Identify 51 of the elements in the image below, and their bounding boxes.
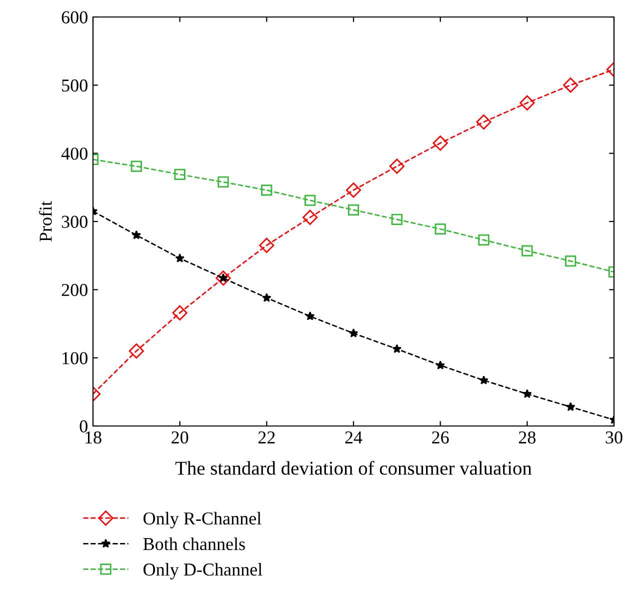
x-tick-label: 30 bbox=[606, 431, 622, 444]
y-tick-label: 0 bbox=[80, 420, 88, 432]
legend-label: Only D-Channel bbox=[144, 562, 262, 580]
y-tick-label: 100 bbox=[62, 352, 88, 364]
x-tick-label: 24 bbox=[345, 431, 362, 444]
y-tick-label: 200 bbox=[62, 284, 88, 296]
point bbox=[522, 245, 533, 256]
point bbox=[565, 255, 576, 267]
point bbox=[172, 305, 188, 320]
point bbox=[348, 328, 358, 338]
point bbox=[259, 238, 274, 253]
point bbox=[389, 158, 404, 174]
y-axis-title: Profit bbox=[38, 201, 52, 242]
point bbox=[478, 234, 490, 246]
point bbox=[392, 344, 402, 354]
point bbox=[304, 194, 316, 206]
y-tick-label: 500 bbox=[62, 79, 88, 92]
legend-label: Only R-Channel bbox=[144, 512, 262, 528]
y-tick-label: 400 bbox=[61, 148, 88, 160]
point bbox=[436, 360, 445, 370]
point bbox=[348, 204, 360, 216]
point bbox=[520, 95, 535, 110]
point bbox=[305, 311, 315, 320]
point bbox=[128, 343, 144, 359]
point bbox=[262, 292, 272, 302]
x-tick-label: 18 bbox=[86, 431, 102, 444]
point bbox=[391, 214, 402, 226]
point bbox=[216, 270, 231, 286]
point bbox=[479, 375, 488, 384]
point bbox=[346, 182, 362, 198]
point bbox=[522, 389, 532, 398]
point bbox=[434, 223, 446, 235]
legend-label: Both channels bbox=[143, 537, 245, 550]
point bbox=[302, 210, 318, 225]
y-tick-label: 300 bbox=[62, 216, 88, 228]
point bbox=[261, 184, 272, 196]
point bbox=[218, 176, 229, 188]
x-tick-label: 20 bbox=[172, 431, 188, 444]
point bbox=[566, 402, 576, 411]
x-tick-label: 26 bbox=[432, 431, 449, 444]
point bbox=[476, 114, 492, 130]
point bbox=[130, 160, 142, 172]
point bbox=[175, 253, 184, 262]
y-tick-label: 600 bbox=[62, 11, 88, 24]
x-tick-label: 22 bbox=[258, 431, 275, 444]
x-axis-title: The standard deviation of consumer valuation bbox=[175, 460, 532, 475]
point bbox=[432, 136, 448, 151]
point bbox=[174, 168, 186, 180]
point bbox=[563, 78, 578, 93]
point bbox=[132, 230, 142, 240]
x-tick-label: 28 bbox=[518, 431, 536, 444]
